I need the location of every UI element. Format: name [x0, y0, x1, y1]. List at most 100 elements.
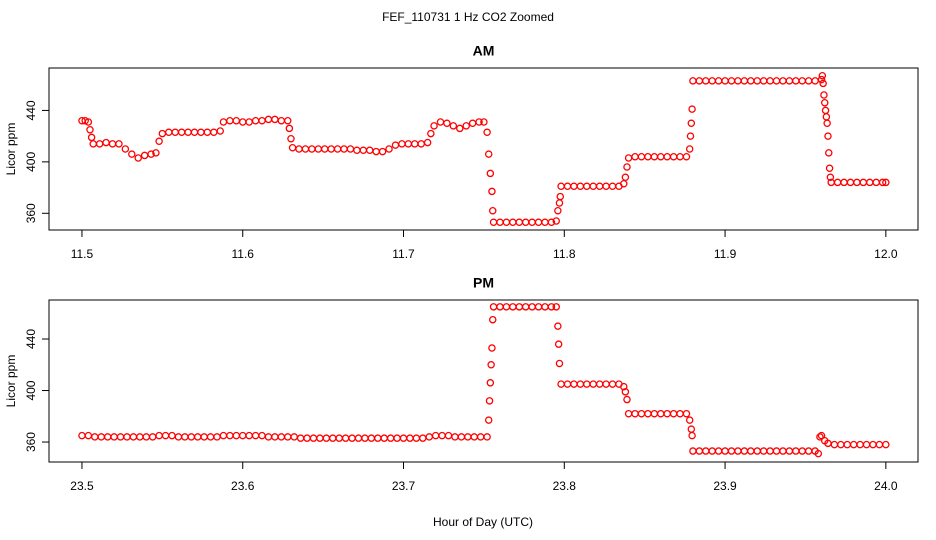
point	[825, 164, 834, 173]
point	[682, 409, 691, 418]
point	[819, 79, 827, 88]
x-tick-label: 24.0	[874, 479, 898, 493]
x-tick-label: 11.5	[71, 247, 94, 261]
point	[823, 119, 831, 128]
point	[427, 129, 435, 138]
point	[826, 173, 835, 182]
point	[385, 145, 393, 153]
point	[820, 98, 829, 107]
x-tick-label: 11.8	[553, 247, 576, 261]
point	[554, 206, 562, 215]
point	[147, 150, 155, 158]
y-tick-label: 360	[24, 432, 38, 452]
point	[84, 118, 93, 126]
y-tick-label: 440	[24, 100, 38, 120]
point	[462, 122, 470, 130]
point	[623, 163, 631, 171]
y-tick-label: 440	[24, 329, 38, 349]
point	[456, 124, 464, 133]
chart-title: FEF_110731 1 Hz CO2 Zoomed	[382, 10, 554, 24]
y-tick-label: 400	[24, 152, 38, 172]
point	[814, 449, 823, 458]
point	[86, 125, 94, 134]
point	[817, 75, 826, 84]
point	[483, 128, 491, 137]
point	[817, 431, 826, 440]
point	[685, 145, 694, 153]
point	[284, 116, 292, 125]
x-tick-label: 11.6	[232, 247, 255, 261]
x-tick-label: 23.5	[70, 479, 94, 493]
point	[155, 137, 163, 146]
y-tick-label: 360	[24, 203, 38, 223]
point	[820, 91, 828, 99]
point	[688, 431, 696, 440]
point	[882, 178, 890, 187]
point	[882, 440, 890, 449]
point	[430, 122, 438, 130]
point	[486, 169, 495, 178]
point	[443, 119, 451, 128]
point	[449, 122, 458, 130]
point	[216, 127, 224, 135]
panel-title: PM	[473, 275, 494, 291]
y-axis-label: Licor ppm	[4, 123, 18, 176]
point	[488, 315, 497, 324]
x-tick-label: 23.7	[392, 479, 416, 493]
x-tick-label: 23.9	[713, 479, 737, 493]
y-axis-label: Licor ppm	[4, 355, 18, 408]
point	[556, 192, 565, 201]
point	[484, 150, 493, 158]
point	[825, 149, 833, 157]
point	[115, 140, 123, 148]
plot-frame	[48, 67, 919, 231]
x-tick-label: 23.6	[231, 479, 255, 493]
point	[554, 340, 563, 348]
y-tick-label: 400	[24, 380, 38, 400]
point	[483, 433, 491, 441]
point	[488, 187, 496, 196]
point	[685, 416, 694, 424]
point	[486, 379, 495, 387]
point	[480, 118, 488, 126]
point	[824, 132, 832, 140]
point	[134, 154, 142, 162]
point	[287, 134, 295, 143]
x-tick-label: 11.9	[714, 247, 737, 261]
panel-title: AM	[473, 43, 495, 59]
point	[552, 303, 561, 311]
point	[484, 416, 493, 424]
point	[152, 149, 160, 157]
point	[475, 118, 483, 126]
point	[285, 124, 294, 133]
point	[623, 395, 631, 404]
point	[547, 303, 556, 311]
point	[554, 322, 562, 330]
point	[488, 206, 497, 215]
point	[552, 217, 561, 225]
point	[128, 150, 136, 158]
point	[688, 105, 696, 113]
point	[816, 433, 824, 441]
point	[621, 173, 630, 182]
point	[487, 361, 495, 369]
point	[682, 152, 691, 161]
point	[687, 119, 696, 128]
point	[818, 71, 827, 80]
x-axis-label: Hour of Day (UTC)	[433, 515, 533, 529]
point	[485, 397, 494, 405]
point	[686, 132, 695, 140]
point	[423, 138, 432, 147]
x-tick-label: 23.8	[553, 479, 577, 493]
point	[378, 147, 387, 156]
point	[878, 178, 887, 187]
plot-frame	[48, 299, 919, 463]
x-tick-label: 12.0	[874, 247, 898, 261]
point	[547, 218, 556, 227]
point	[121, 145, 130, 153]
point	[621, 388, 630, 396]
point	[488, 344, 496, 352]
